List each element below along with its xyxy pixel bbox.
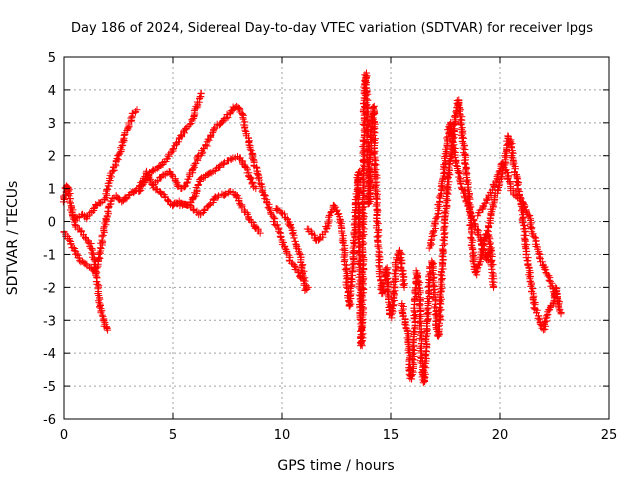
plus-markers xyxy=(425,118,495,264)
x-axis-label: GPS time / hours xyxy=(277,458,394,474)
chart-title: Day 186 of 2024, Sidereal Day-to-day VTE… xyxy=(71,21,593,36)
y-tick-label: -4 xyxy=(43,347,56,362)
plus-markers xyxy=(59,182,112,334)
y-tick-label: -1 xyxy=(43,248,56,263)
plus-markers xyxy=(135,89,205,195)
plus-markers xyxy=(303,69,408,350)
series-t9 xyxy=(398,96,498,387)
y-tick-label: -2 xyxy=(43,281,56,296)
plus-markers xyxy=(398,96,498,387)
series-t6 xyxy=(169,188,264,237)
data-points xyxy=(59,69,565,387)
plot-frame xyxy=(63,56,610,420)
y-tick-label: 2 xyxy=(48,150,56,165)
x-tick-label: 25 xyxy=(601,428,618,443)
y-axis-label: SDTVAR / TECUs xyxy=(5,181,21,296)
y-tick-label: 1 xyxy=(48,183,56,198)
y-tick-label: 3 xyxy=(48,117,56,132)
y-tick-label: 0 xyxy=(48,216,56,231)
x-tick-label: 20 xyxy=(492,428,509,443)
x-axis-ticks: 0 5 10 15 20 25 xyxy=(60,57,617,443)
y-tick-label: 4 xyxy=(48,84,56,99)
x-tick-label: 15 xyxy=(383,428,400,443)
series-t3 xyxy=(71,106,141,223)
y-tick-label: 5 xyxy=(48,51,56,66)
series-t12 xyxy=(474,159,563,308)
y-axis-ticks: -6 -5 -4 -3 -2 -1 0 1 2 3 4 5 xyxy=(43,51,609,428)
plus-markers xyxy=(474,159,563,308)
y-tick-label: -3 xyxy=(43,314,56,329)
plus-markers xyxy=(169,188,264,237)
y-tick-label: -5 xyxy=(43,380,56,395)
series-t7 xyxy=(272,205,312,294)
series-t2 xyxy=(59,182,112,334)
plus-markers xyxy=(71,106,141,223)
x-tick-label: 0 xyxy=(60,428,68,443)
series-t11 xyxy=(484,132,565,334)
y-tick-label: -6 xyxy=(43,413,56,428)
plus-markers xyxy=(152,102,308,285)
x-tick-label: 5 xyxy=(169,428,177,443)
plus-markers xyxy=(272,205,312,294)
series-t10 xyxy=(425,118,495,264)
series-t8 xyxy=(303,69,408,350)
x-tick-label: 10 xyxy=(274,428,291,443)
series-t5 xyxy=(152,102,308,285)
plus-markers xyxy=(484,132,565,334)
series-t4 xyxy=(135,89,205,195)
